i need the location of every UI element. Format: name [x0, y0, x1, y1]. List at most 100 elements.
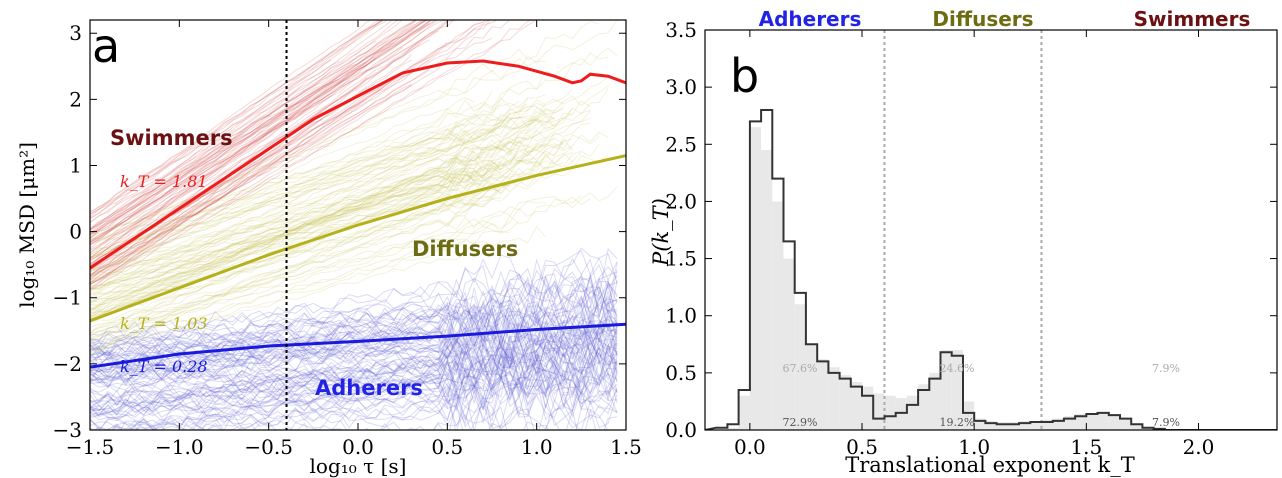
y-tick-label-a: 0 — [69, 220, 82, 244]
msd-trace — [90, 107, 573, 318]
msd-trace — [90, 345, 618, 419]
msd-trace — [90, 138, 573, 284]
hist-bar — [962, 401, 975, 430]
msd-trace — [90, 281, 618, 365]
msd-trace — [90, 316, 618, 362]
msd-trace — [90, 165, 502, 281]
msd-trace — [90, 95, 332, 242]
msd-trace — [90, 102, 546, 264]
msd-trace — [90, 320, 618, 419]
msd-trace — [90, 154, 609, 324]
hist-bar — [1097, 412, 1109, 430]
hist-bar — [738, 395, 750, 430]
x-tick-label-a: −0.5 — [244, 435, 293, 459]
msd-trace — [90, 134, 600, 317]
msd-trace — [90, 20, 417, 231]
hist-bar — [884, 395, 896, 430]
hist-bar — [1075, 414, 1087, 430]
msd-trace — [90, 155, 493, 276]
hist-bar — [1030, 420, 1042, 430]
msd-trace — [90, 326, 618, 374]
msd-trace — [90, 322, 618, 407]
msd-trace — [90, 248, 618, 353]
msd-trace — [90, 20, 372, 214]
y-axis-label-a: log₁₀ MSD [μm²] — [15, 142, 39, 308]
msd-trace — [90, 347, 618, 396]
swimmers-exponent: k_T = 1.81 — [120, 172, 208, 191]
msd-trace — [90, 20, 429, 234]
msd-trace — [90, 42, 448, 286]
msd-trace — [90, 297, 618, 350]
msd-trace — [90, 351, 618, 398]
msd-trace — [105, 337, 618, 430]
msd-trace — [90, 168, 466, 273]
msd-trace — [90, 144, 600, 343]
msd-trace — [90, 20, 433, 251]
msd-trace — [90, 105, 564, 309]
msd-trace — [90, 79, 350, 261]
msd-trace — [112, 403, 618, 430]
msd-trace — [90, 111, 323, 251]
x-tick-label-b: 2.0 — [1183, 435, 1215, 459]
msd-trace — [90, 103, 502, 293]
msd-trace — [94, 366, 618, 430]
msd-trace — [90, 20, 433, 238]
msd-trace — [90, 319, 618, 376]
msd-trace — [90, 338, 618, 421]
msd-trace — [90, 183, 511, 314]
msd-trace — [90, 160, 502, 334]
panel-label-a: a — [92, 19, 120, 73]
msd-trace — [90, 312, 618, 416]
msd-trace — [90, 105, 528, 235]
msd-trace — [90, 140, 546, 299]
msd-trace — [90, 117, 591, 319]
y-tick-label-a: 2 — [69, 87, 82, 111]
msd-trace — [90, 120, 511, 270]
diffusers-label: Diffusers — [412, 237, 518, 261]
msd-trace — [90, 325, 618, 375]
msd-trace — [90, 22, 430, 245]
msd-trace — [90, 20, 394, 236]
msd-trace — [90, 168, 501, 291]
msd-trace — [90, 170, 493, 314]
hist-bar — [951, 350, 963, 430]
msd-trace — [90, 364, 618, 430]
msd-trace — [90, 117, 555, 304]
msd-trace — [90, 20, 490, 280]
hist-bar — [850, 382, 863, 430]
msd-trace — [90, 247, 618, 345]
hist-bar — [906, 395, 919, 430]
msd-trace — [90, 307, 618, 356]
msd-trace — [90, 315, 618, 416]
msd-trace — [90, 88, 573, 245]
hist-bar — [918, 384, 930, 430]
msd-trace — [90, 20, 491, 285]
y-tick-label-b: 1.0 — [665, 304, 697, 328]
y-tick-label-b: 3.5 — [665, 18, 697, 42]
msd-trace — [90, 20, 388, 233]
mean-line-adherers — [90, 322, 626, 369]
y-tick-label-b: 3.0 — [665, 75, 697, 99]
x-tick-label-a: −1.5 — [66, 435, 115, 459]
msd-trace — [90, 111, 511, 285]
msd-trace — [90, 106, 564, 296]
x-tick-label-a: 0.5 — [431, 435, 463, 459]
msd-trace — [90, 172, 502, 289]
msd-trace — [90, 100, 591, 320]
msd-trace — [90, 307, 618, 374]
hist-bar — [794, 304, 806, 430]
msd-trace — [90, 79, 341, 230]
msd-trace — [90, 366, 618, 416]
msd-trace — [90, 20, 424, 223]
msd-trace — [90, 20, 618, 243]
msd-trace — [90, 20, 430, 259]
msd-trace — [90, 197, 501, 328]
msd-trace — [90, 20, 437, 237]
hist-bar — [1108, 415, 1120, 430]
msd-trace — [90, 201, 475, 338]
msd-trace — [90, 358, 618, 408]
y-tick-label-a: −2 — [53, 352, 82, 376]
msd-trace — [90, 109, 591, 275]
msd-trace — [90, 97, 520, 275]
msd-trace — [107, 344, 618, 430]
